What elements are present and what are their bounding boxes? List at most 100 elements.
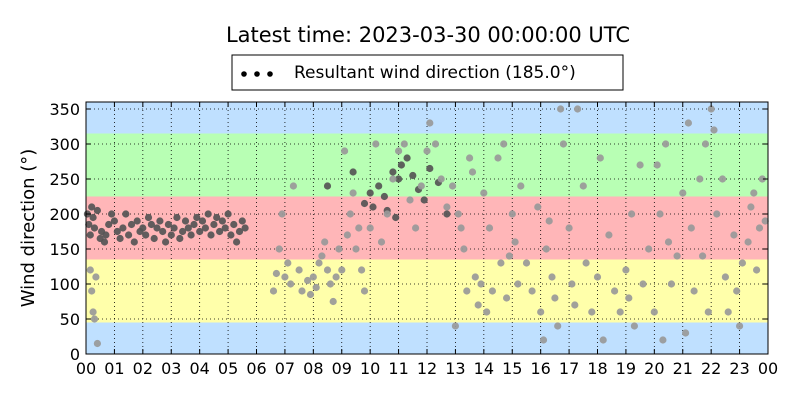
- scatter-points: [83, 105, 769, 348]
- data-point: [176, 234, 184, 243]
- data-point: [389, 175, 397, 183]
- y-tick-label: 350: [49, 100, 80, 119]
- data-point: [304, 276, 312, 285]
- data-point: [272, 269, 280, 278]
- data-point: [557, 105, 565, 113]
- data-point: [204, 210, 212, 218]
- data-point: [90, 315, 99, 323]
- data-point: [744, 238, 752, 246]
- data-point: [218, 217, 226, 225]
- data-point: [565, 224, 573, 232]
- data-point: [463, 287, 471, 295]
- data-point: [213, 213, 221, 222]
- data-point: [88, 203, 96, 211]
- data-point: [167, 231, 175, 239]
- data-point: [341, 147, 349, 155]
- data-point: [466, 154, 474, 162]
- y-axis-label: Wind direction (°): [18, 149, 39, 308]
- data-point: [116, 234, 124, 243]
- x-tick-label: 03: [161, 359, 181, 378]
- data-point: [102, 231, 110, 239]
- data-point: [235, 227, 244, 236]
- data-point: [650, 308, 658, 316]
- x-tick-label: 07: [275, 359, 295, 378]
- data-point: [92, 273, 100, 281]
- legend-marker-dot: [241, 71, 247, 77]
- legend-label: Resultant wind direction (185.0°): [294, 63, 576, 83]
- data-point: [503, 294, 511, 302]
- data-point: [187, 231, 195, 239]
- data-point: [193, 213, 201, 222]
- x-tick-label: 18: [587, 359, 607, 378]
- data-point: [383, 210, 391, 218]
- data-point: [190, 220, 198, 229]
- data-point: [238, 217, 246, 225]
- data-point: [113, 227, 121, 236]
- data-point: [100, 238, 109, 246]
- data-point: [630, 322, 639, 330]
- data-point: [224, 210, 232, 218]
- x-tick-label: 23: [729, 359, 749, 378]
- x-tick-label: 11: [388, 359, 408, 378]
- data-point: [346, 210, 354, 218]
- data-point: [468, 168, 477, 176]
- data-point: [514, 280, 522, 288]
- data-point: [699, 252, 707, 260]
- data-point: [89, 213, 97, 222]
- data-point: [539, 336, 548, 344]
- data-point: [85, 220, 93, 229]
- data-point: [622, 266, 630, 274]
- data-point: [454, 210, 462, 218]
- data-point: [659, 336, 667, 344]
- data-point: [133, 217, 141, 225]
- data-point: [395, 147, 403, 155]
- data-point: [309, 273, 317, 281]
- data-point: [747, 203, 755, 211]
- data-point: [423, 147, 431, 155]
- data-point: [537, 308, 545, 316]
- data-point: [142, 231, 150, 239]
- legend-marker-dot: [267, 71, 273, 77]
- data-point: [718, 175, 727, 183]
- data-point: [417, 182, 425, 190]
- data-point: [400, 140, 408, 148]
- data-point: [588, 308, 596, 316]
- data-point: [443, 203, 451, 211]
- data-point: [656, 210, 664, 218]
- data-point: [338, 266, 346, 274]
- x-tick-label: 01: [104, 359, 124, 378]
- x-tick-label: 08: [303, 359, 323, 378]
- data-point: [545, 217, 553, 225]
- data-point: [173, 213, 181, 222]
- data-point: [522, 259, 531, 267]
- data-point: [480, 189, 488, 197]
- data-point: [349, 189, 357, 197]
- data-point: [170, 224, 178, 232]
- data-point: [366, 189, 374, 197]
- data-point: [139, 224, 147, 232]
- data-point: [318, 252, 326, 260]
- data-point: [380, 192, 388, 201]
- data-point: [343, 231, 351, 239]
- data-point: [508, 210, 516, 218]
- data-point: [645, 245, 653, 253]
- data-point: [704, 308, 712, 316]
- data-point: [332, 273, 340, 281]
- data-point: [451, 322, 459, 330]
- data-point: [198, 217, 207, 225]
- data-point: [485, 224, 494, 232]
- data-point: [579, 182, 587, 190]
- data-point: [517, 182, 525, 190]
- data-point: [241, 224, 249, 232]
- data-point: [755, 224, 764, 232]
- x-tick-label: 17: [559, 359, 579, 378]
- data-point: [321, 238, 329, 246]
- y-tick-label: 100: [49, 275, 80, 294]
- data-point: [315, 259, 323, 267]
- data-point: [758, 175, 766, 183]
- legend-box: [231, 54, 624, 91]
- x-tick-label: 05: [218, 359, 238, 378]
- data-point: [108, 210, 116, 218]
- x-tick-label: 12: [417, 359, 437, 378]
- data-point: [86, 231, 94, 239]
